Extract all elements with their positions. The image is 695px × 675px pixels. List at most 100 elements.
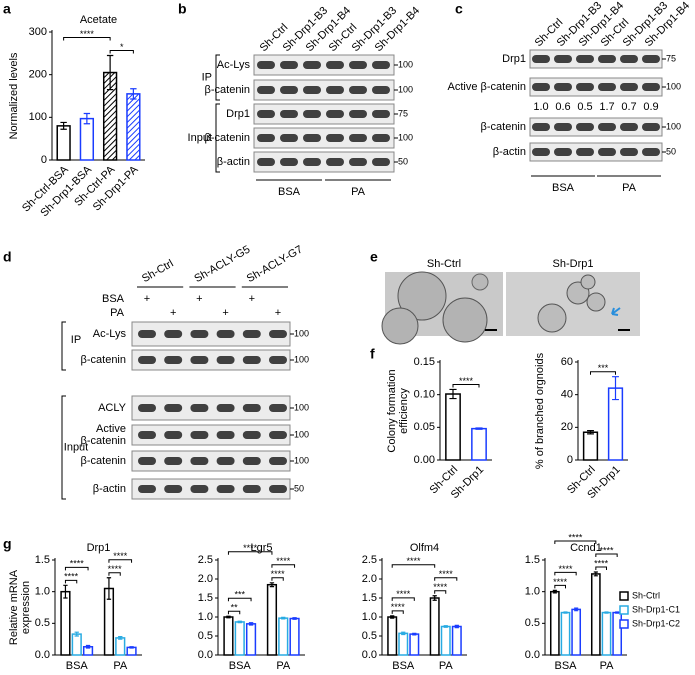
band — [269, 457, 287, 465]
band — [303, 110, 321, 118]
y-tick-label: 0.5 — [362, 630, 377, 642]
group-label: BSA — [278, 186, 301, 198]
y-tick-label: 1.0 — [198, 611, 213, 623]
row-label: β-actin — [493, 146, 526, 158]
significance-bracket — [64, 566, 89, 571]
significance-bracket — [554, 540, 597, 545]
band — [642, 123, 660, 131]
band — [620, 83, 638, 91]
error-bar — [587, 430, 594, 435]
band — [532, 123, 550, 131]
group-label: Sh-ACLY-G5 — [192, 244, 252, 286]
chart-title: Lgr5 — [250, 542, 272, 554]
significance: **** — [113, 551, 128, 561]
y-axis-label: Colony formation — [386, 369, 398, 452]
mw-label: 75 — [398, 108, 408, 118]
y-tick-label: 2.5 — [362, 554, 377, 566]
band — [242, 457, 261, 465]
section-bracket — [215, 54, 220, 101]
chart-title: Acetate — [80, 14, 117, 26]
band — [576, 55, 594, 63]
y-tick-label: 0.5 — [198, 630, 213, 642]
band — [642, 83, 660, 91]
band — [349, 158, 367, 166]
band — [349, 134, 367, 142]
error-bar — [475, 427, 483, 430]
panel-letter: e — [370, 249, 378, 265]
error-bar — [130, 88, 137, 100]
section-label: Input — [64, 441, 88, 453]
error-bar — [412, 632, 417, 636]
row-label: β-catenin — [481, 121, 526, 133]
band — [138, 330, 156, 338]
chart-title: Ccnd1 — [570, 542, 602, 554]
treatment-mark: + — [196, 293, 202, 305]
band — [303, 86, 321, 94]
y-tick-label: 2.0 — [198, 573, 213, 585]
y-tick-label: 2.0 — [362, 573, 377, 585]
x-tick-label: BSA — [229, 660, 252, 672]
blot-strip — [131, 395, 291, 421]
error-bar — [85, 644, 91, 649]
row-label: Active — [96, 423, 126, 435]
treatment-label: BSA — [102, 293, 125, 305]
band — [576, 123, 594, 131]
y-tick-label: 0.0 — [198, 649, 213, 661]
bar — [266, 583, 278, 656]
band — [257, 61, 275, 69]
band — [216, 404, 235, 412]
group-label: PA — [351, 186, 366, 198]
significance: **** — [558, 564, 573, 574]
image-label: Sh-Ctrl — [427, 258, 461, 270]
bar — [445, 393, 461, 461]
error-bar — [74, 631, 79, 637]
bar — [245, 623, 257, 656]
legend-swatch — [619, 605, 629, 615]
significance-bracket — [108, 572, 121, 576]
mw-label: 100 — [398, 84, 413, 94]
band — [190, 485, 209, 493]
band — [303, 61, 321, 69]
treatment-mark: + — [249, 293, 255, 305]
mw-label: 100 — [398, 132, 413, 142]
row-label: Drp1 — [502, 53, 526, 65]
section-label: Input — [188, 132, 212, 144]
error-bar — [454, 624, 459, 629]
y-axis-label: % of branched orgnoids — [534, 352, 546, 469]
bar — [387, 616, 398, 656]
band — [190, 330, 209, 338]
significance-bracket — [271, 577, 284, 581]
treatment-mark: + — [222, 307, 228, 319]
band — [372, 110, 390, 118]
bar — [234, 621, 245, 656]
error-bar — [604, 611, 609, 614]
y-axis-label: Relative mRNA — [8, 569, 20, 645]
significance: **** — [108, 564, 123, 574]
y-axis-label: efficiency — [398, 388, 410, 434]
band — [269, 356, 287, 364]
row-label: β-catenin — [81, 455, 126, 467]
significance: **** — [439, 569, 454, 579]
band — [554, 123, 572, 131]
y-tick-label: 2.5 — [198, 554, 213, 566]
y-axis-label: Normalized levels — [8, 52, 20, 139]
band — [242, 485, 261, 493]
error-bar — [269, 582, 275, 588]
band — [257, 110, 275, 118]
band — [242, 431, 261, 439]
band — [326, 61, 344, 69]
significance: ** — [231, 603, 239, 613]
band — [280, 86, 298, 94]
mw-label: 50 — [398, 156, 408, 166]
significance: **** — [391, 602, 406, 612]
band — [242, 404, 261, 412]
significance: **** — [243, 543, 258, 553]
error-bar — [118, 636, 123, 640]
y-tick-label: 0.10 — [414, 389, 435, 401]
bar — [549, 590, 560, 656]
band — [372, 61, 390, 69]
significance: **** — [568, 532, 583, 542]
significance: **** — [594, 558, 609, 568]
band — [269, 404, 287, 412]
